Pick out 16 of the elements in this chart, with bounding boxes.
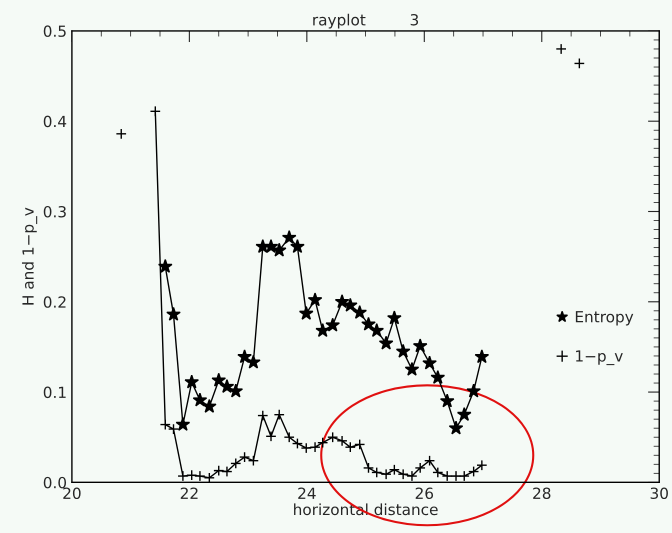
legend-label: 1−p_v (576, 350, 623, 366)
y-tick-label: 0.2 (44, 296, 66, 308)
y-tick-label: 0.3 (44, 206, 66, 218)
chart-title: rayplot 3 (313, 14, 418, 29)
y-tick-label: 0.4 (44, 116, 66, 128)
y-axis-title: H and 1−p_v (22, 208, 38, 305)
legend-label: Entropy (576, 311, 634, 326)
x-tick-label: 20 (63, 487, 81, 500)
y-tick-label: 0.5 (44, 25, 66, 37)
x-tick-label: 26 (416, 487, 434, 500)
x-tick-label: 28 (533, 487, 550, 500)
x-tick-label: 30 (650, 487, 668, 500)
y-tick-label: 0.1 (44, 386, 66, 398)
x-tick-label: 24 (298, 487, 316, 499)
x-tick-label: 22 (180, 487, 198, 499)
y-tick-label: 0.0 (44, 476, 66, 488)
